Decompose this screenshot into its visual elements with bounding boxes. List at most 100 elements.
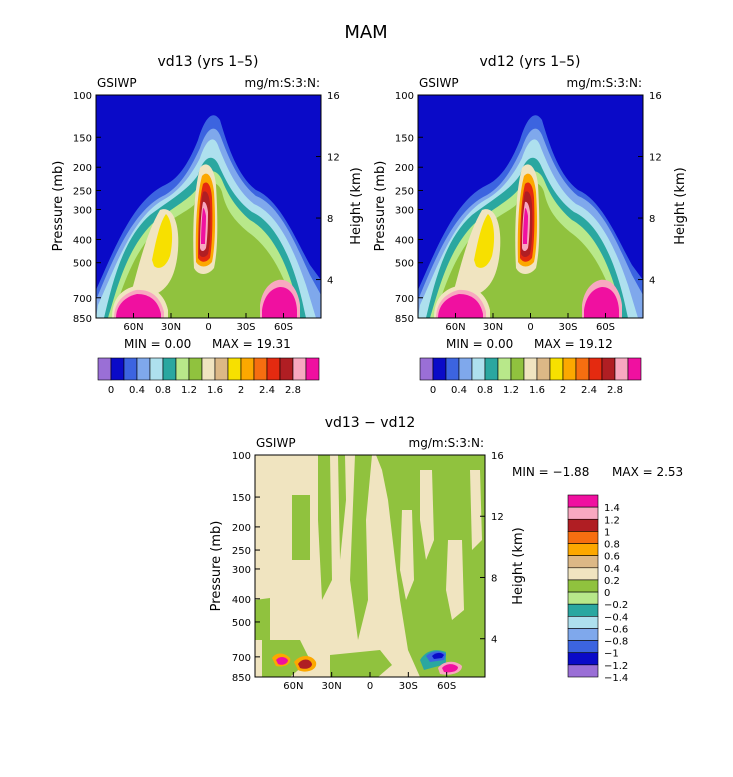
- y-tick-label: 700: [232, 653, 251, 664]
- colorbar-swatch: [627, 357, 642, 381]
- latitude-axis: 60N 30N 0 30S 60S: [283, 672, 456, 692]
- y-tick-label: 300: [73, 205, 92, 216]
- latitude-axis: 60N 30N 0 30S 60S: [445, 313, 615, 333]
- y-axis-label: Pressure (mb): [373, 161, 388, 252]
- colorbar-swatch: [201, 357, 216, 381]
- colorbar-swatch: [567, 664, 599, 678]
- colorbar-swatch: [614, 357, 629, 381]
- colorbar-swatch: [567, 640, 599, 654]
- y-tick-label: 150: [73, 133, 92, 144]
- pressure-axis: 100 150 200 250 300 400 500 700 850: [232, 451, 260, 684]
- colorbar-swatch: [567, 591, 599, 605]
- x-tick-label: 30N: [483, 322, 503, 333]
- colorbar-swatch: [567, 531, 599, 544]
- colorbar-swatch: [567, 652, 599, 666]
- y-tick-label: 100: [395, 91, 414, 102]
- contour-field: [418, 95, 643, 318]
- y2-tick-label: 12: [327, 153, 340, 164]
- y2-tick-label: 16: [491, 451, 504, 462]
- colorbar: 0 0.4 0.8 1.2 1.6 2 2.4 2.8: [419, 357, 642, 396]
- colorbar-swatch: [510, 357, 525, 381]
- colorbar-swatch: [567, 518, 599, 532]
- colorbar-label: 1.6: [207, 385, 223, 396]
- contour-field: [96, 95, 321, 318]
- colorbar-label: 2.4: [259, 385, 275, 396]
- colorbar-swatch: [567, 543, 599, 556]
- height-axis: 16 12 8 4: [480, 451, 504, 646]
- colorbar-swatch: [497, 357, 512, 381]
- y2-tick-label: 12: [491, 512, 504, 523]
- y-tick-label: 200: [395, 163, 414, 174]
- colorbar-swatch: [110, 357, 125, 381]
- colorbar-swatch: [458, 357, 473, 381]
- panel-vd12: vd12 (yrs 1–5) GSIWP mg/m:S:3:N:: [373, 54, 688, 396]
- colorbar-swatch: [588, 357, 603, 381]
- min-value: MIN = 0.00: [124, 337, 191, 351]
- colorbar-label: 1.4: [604, 503, 620, 514]
- colorbar-swatch: [536, 357, 551, 381]
- colorbar-swatch: [123, 357, 138, 381]
- x-tick-label: 60S: [274, 322, 293, 333]
- colorbar-label: −0.4: [604, 612, 628, 623]
- variable-label: GSIWP: [419, 76, 459, 90]
- y-tick-label: 200: [232, 523, 251, 534]
- colorbar-label: 1: [604, 527, 610, 538]
- height-axis: 16 12 8 4: [316, 91, 340, 287]
- y-tick-label: 500: [232, 618, 251, 629]
- colorbar-label: 2: [238, 385, 244, 396]
- colorbar-swatch: [305, 357, 320, 381]
- x-tick-label: 0: [367, 681, 373, 692]
- y-tick-label: 250: [395, 186, 414, 197]
- y-axis-label: Pressure (mb): [51, 161, 66, 252]
- units-label: mg/m:S:3:N:: [245, 76, 320, 90]
- y2-tick-label: 4: [327, 276, 333, 287]
- colorbar-label: 0.2: [604, 576, 620, 587]
- x-tick-label: 60N: [283, 681, 303, 692]
- variable-label: GSIWP: [256, 436, 296, 450]
- colorbar-swatch: [240, 357, 255, 381]
- colorbar-swatch: [253, 357, 268, 381]
- colorbar-label: 2.8: [285, 385, 301, 396]
- y-tick-label: 100: [73, 91, 92, 102]
- colorbar-swatch: [97, 357, 112, 381]
- x-tick-label: 60S: [437, 681, 456, 692]
- y-tick-label: 300: [232, 565, 251, 576]
- panel-title: vd13 (yrs 1–5): [158, 54, 259, 70]
- colorbar-label: 0: [108, 385, 114, 396]
- colorbar-swatch: [175, 357, 190, 381]
- colorbar-label: 0.4: [604, 564, 620, 575]
- colorbar-swatch: [432, 357, 447, 381]
- colorbar-swatch: [188, 357, 203, 381]
- y2-tick-label: 16: [327, 91, 340, 102]
- y-tick-label: 200: [73, 163, 92, 174]
- colorbar-swatch: [227, 357, 242, 381]
- y2-tick-label: 8: [491, 573, 497, 584]
- x-tick-label: 30N: [322, 681, 342, 692]
- colorbar-label: −1.4: [604, 673, 628, 684]
- units-label: mg/m:S:3:N:: [409, 436, 484, 450]
- y2-tick-label: 16: [649, 91, 662, 102]
- colorbar-swatch: [279, 357, 294, 381]
- y2-tick-label: 8: [327, 214, 333, 225]
- y-tick-label: 150: [395, 133, 414, 144]
- height-axis: 16 12 8 4: [638, 91, 662, 287]
- colorbar-swatch: [549, 357, 564, 381]
- max-value: MAX = 19.12: [534, 337, 613, 351]
- contour-field: [255, 455, 485, 677]
- x-tick-label: 0: [527, 322, 533, 333]
- colorbar-swatch: [484, 357, 499, 381]
- y-tick-label: 500: [395, 259, 414, 270]
- y-tick-label: 850: [395, 314, 414, 325]
- y-tick-label: 100: [232, 451, 251, 462]
- colorbar-label: 1.6: [529, 385, 545, 396]
- colorbar-swatch: [445, 357, 460, 381]
- colorbar-swatch: [419, 357, 434, 381]
- colorbar-label: 1.2: [604, 515, 620, 526]
- pressure-axis: 100 150 200 250 300 400 500 700 850: [73, 91, 101, 325]
- y-tick-label: 250: [232, 546, 251, 557]
- min-value: MIN = −1.88: [512, 465, 589, 479]
- page-title: MAM: [344, 22, 387, 43]
- colorbar-label: 0.8: [477, 385, 493, 396]
- colorbar-label: −0.6: [604, 624, 628, 635]
- colorbar-swatch: [562, 357, 577, 381]
